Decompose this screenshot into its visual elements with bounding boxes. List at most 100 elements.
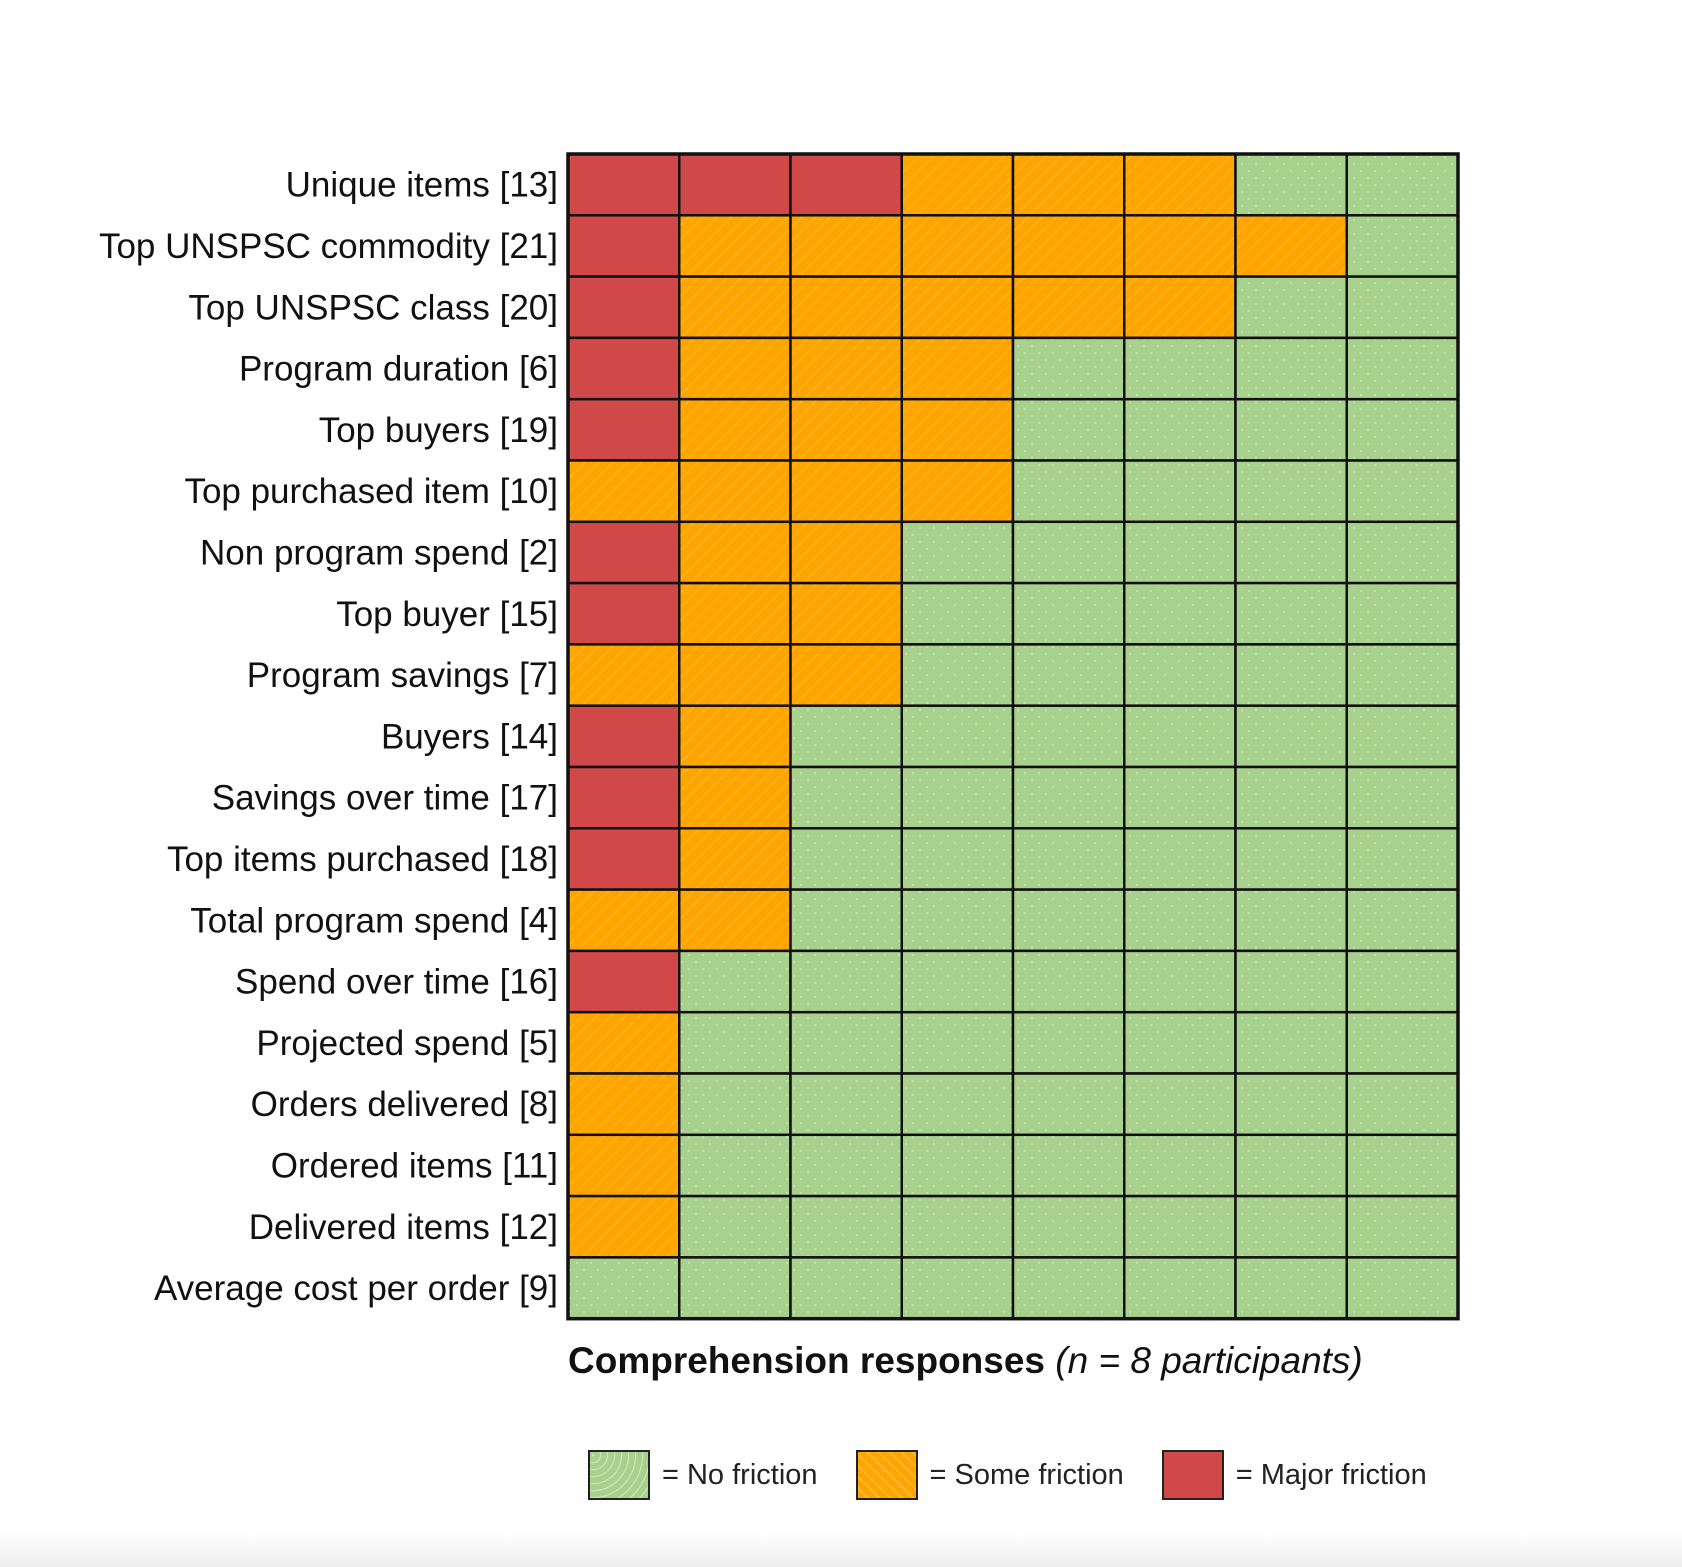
cell-r12-c5-none bbox=[1123, 888, 1237, 953]
cell-r17-c2-none bbox=[789, 1194, 903, 1259]
cell-r12-c1-some bbox=[678, 888, 792, 953]
row-label-1: Top UNSPSC commodity [21] bbox=[99, 227, 558, 266]
cell-r7-c1-some bbox=[678, 581, 792, 646]
cell-r0-c6-none bbox=[1234, 152, 1348, 217]
cell-r11-c0-major bbox=[566, 827, 681, 891]
cell-r15-c7-none bbox=[1345, 1072, 1460, 1137]
cell-r16-c6-none bbox=[1234, 1133, 1348, 1198]
cell-r9-c5-none bbox=[1123, 704, 1237, 769]
cell-r15-c4-none bbox=[1011, 1072, 1126, 1137]
cell-r2-c5-some bbox=[1123, 275, 1237, 340]
cell-r9-c7-none bbox=[1345, 704, 1460, 769]
cell-r16-c1-none bbox=[678, 1133, 792, 1198]
row-labels: Unique items [13] Top UNSPSC commodity [2… bbox=[99, 166, 558, 1308]
cell-r17-c7-none bbox=[1345, 1194, 1460, 1259]
cell-r18-c6-none bbox=[1234, 1256, 1348, 1320]
cell-r10-c0-major bbox=[566, 765, 681, 830]
cell-r14-c3-none bbox=[900, 1010, 1015, 1075]
cell-r4-c5-none bbox=[1123, 397, 1237, 462]
cell-r8-c1-some bbox=[678, 643, 792, 707]
cell-r5-c2-some bbox=[789, 459, 903, 524]
cell-r11-c7-none bbox=[1345, 827, 1460, 891]
cell-r1-c4-some bbox=[1011, 214, 1126, 278]
heatmap-cells bbox=[566, 152, 1460, 1321]
cell-r15-c5-none bbox=[1123, 1072, 1237, 1137]
cell-r14-c2-none bbox=[789, 1010, 903, 1075]
cell-r7-c6-none bbox=[1234, 581, 1348, 646]
cell-r3-c6-none bbox=[1234, 336, 1348, 401]
row-label-4: Top buyers [19] bbox=[319, 411, 558, 450]
row-label-7: Top buyer [15] bbox=[336, 595, 558, 634]
legend-item-none: = No friction bbox=[588, 1450, 818, 1500]
cell-r2-c0-major bbox=[566, 275, 681, 340]
cell-r17-c0-some bbox=[566, 1194, 681, 1259]
cell-r3-c3-some bbox=[900, 336, 1015, 401]
cell-r7-c4-none bbox=[1011, 581, 1126, 646]
cell-r15-c2-none bbox=[789, 1072, 903, 1137]
cell-r2-c2-some bbox=[789, 275, 903, 340]
row-label-18: Average cost per order [9] bbox=[154, 1269, 558, 1308]
cell-r14-c4-none bbox=[1011, 1010, 1126, 1075]
cell-r5-c7-none bbox=[1345, 459, 1460, 524]
cell-r7-c2-some bbox=[789, 581, 903, 646]
cell-r3-c1-some bbox=[678, 336, 792, 401]
cell-r6-c2-some bbox=[789, 520, 903, 585]
cell-r13-c2-none bbox=[789, 949, 903, 1014]
cell-r11-c6-none bbox=[1234, 827, 1348, 891]
cell-r10-c3-none bbox=[900, 765, 1015, 830]
cell-r13-c4-none bbox=[1011, 949, 1126, 1014]
cell-r14-c1-none bbox=[678, 1010, 792, 1075]
cell-r1-c5-some bbox=[1123, 214, 1237, 278]
cell-r8-c5-none bbox=[1123, 643, 1237, 707]
cell-r4-c3-some bbox=[900, 397, 1015, 462]
cell-r12-c4-none bbox=[1011, 888, 1126, 953]
cell-r17-c5-none bbox=[1123, 1194, 1237, 1259]
row-label-12: Total program spend [4] bbox=[190, 901, 558, 940]
cell-r18-c2-none bbox=[789, 1256, 903, 1320]
cell-r10-c5-none bbox=[1123, 765, 1237, 830]
cell-r5-c1-some bbox=[678, 459, 792, 524]
cell-r4-c7-none bbox=[1345, 397, 1460, 462]
cell-r11-c1-some bbox=[678, 827, 792, 891]
cell-r8-c6-none bbox=[1234, 643, 1348, 707]
cell-r5-c5-none bbox=[1123, 459, 1237, 524]
legend: = No friction = Some friction = Major fr… bbox=[588, 1448, 1465, 1502]
cell-r18-c7-none bbox=[1345, 1256, 1460, 1320]
cell-r3-c7-none bbox=[1345, 336, 1460, 401]
cell-r3-c0-major bbox=[566, 336, 681, 401]
cell-r14-c0-some bbox=[566, 1010, 681, 1075]
cell-r11-c4-none bbox=[1011, 827, 1126, 891]
cell-r17-c1-none bbox=[678, 1194, 792, 1259]
cell-r15-c6-none bbox=[1234, 1072, 1348, 1137]
row-label-3: Program duration [6] bbox=[239, 350, 558, 389]
cell-r18-c0-none bbox=[566, 1256, 681, 1320]
cell-r15-c1-none bbox=[678, 1072, 792, 1137]
legend-item-major: = Major friction bbox=[1161, 1450, 1427, 1500]
cell-r5-c3-some bbox=[900, 459, 1015, 524]
cell-r4-c2-some bbox=[789, 397, 903, 462]
cell-r9-c1-some bbox=[678, 704, 792, 769]
cell-r15-c0-some bbox=[566, 1072, 681, 1137]
cell-r17-c3-none bbox=[900, 1194, 1015, 1259]
legend-label-none: = No friction bbox=[662, 1458, 818, 1491]
cell-r1-c1-some bbox=[678, 214, 792, 278]
cell-r12-c3-none bbox=[900, 888, 1015, 953]
cell-r0-c7-none bbox=[1345, 152, 1460, 217]
cell-r15-c3-none bbox=[900, 1072, 1015, 1137]
cell-r14-c7-none bbox=[1345, 1010, 1460, 1075]
cell-r16-c3-none bbox=[900, 1133, 1015, 1198]
cell-r11-c5-none bbox=[1123, 827, 1237, 891]
cell-r6-c4-none bbox=[1011, 520, 1126, 585]
cell-r3-c4-none bbox=[1011, 336, 1126, 401]
cell-r17-c4-none bbox=[1011, 1194, 1126, 1259]
cell-r3-c5-none bbox=[1123, 336, 1237, 401]
row-label-16: Ordered items [11] bbox=[271, 1146, 558, 1185]
row-label-2: Top UNSPSC class [20] bbox=[188, 288, 558, 327]
cell-r18-c5-none bbox=[1123, 1256, 1237, 1320]
row-label-17: Delivered items [12] bbox=[249, 1208, 558, 1247]
cell-r1-c2-some bbox=[789, 214, 903, 278]
cell-r0-c3-some bbox=[900, 152, 1015, 217]
cell-r9-c0-major bbox=[566, 704, 681, 769]
x-axis-label-note: (n = 8 participants) bbox=[1055, 1340, 1363, 1381]
